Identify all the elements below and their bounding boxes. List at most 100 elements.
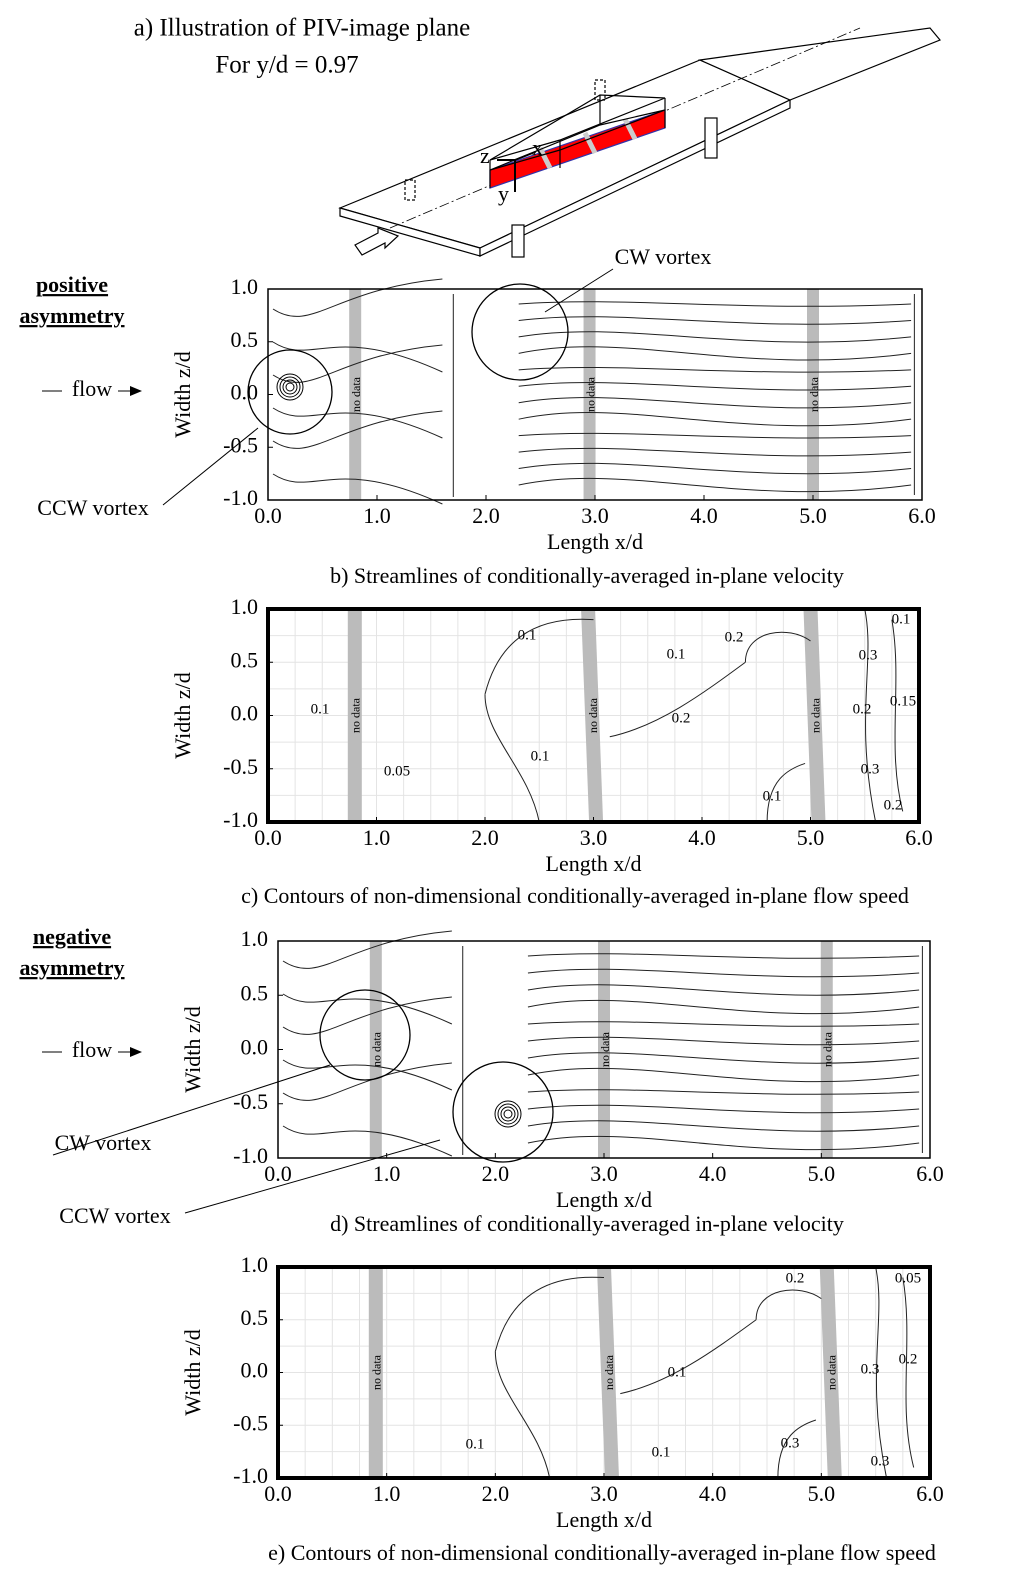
streamline [527, 999, 920, 1015]
contour-line [777, 1419, 817, 1479]
x-tick-label: 0.0 [264, 1161, 292, 1186]
x-tick-label: 1.0 [373, 1161, 401, 1186]
vortex-core [500, 1106, 516, 1122]
contour-label: 0.1 [652, 1444, 671, 1460]
vortex-circle [247, 349, 333, 435]
contour-line [620, 1319, 757, 1395]
vortex-core [285, 382, 295, 392]
streamline [527, 1021, 920, 1027]
no-data-label: no data [586, 697, 600, 733]
no-data-label: no data [370, 1031, 384, 1067]
caption: c) Contours of non-dimensional condition… [241, 883, 909, 908]
no-data-band [803, 609, 826, 822]
streamline [282, 996, 452, 1035]
contour-line [902, 1277, 915, 1468]
streamline [282, 1125, 453, 1157]
no-data-label: no data [370, 1354, 384, 1390]
contour-label: 0.05 [895, 1270, 921, 1286]
panel-a-subtitle: For y/d = 0.97 [215, 52, 358, 79]
streamline [282, 993, 453, 1025]
vortex-core [494, 1100, 522, 1128]
panel-a-title: a) Illustration of PIV-image plane [134, 15, 471, 42]
contour-label: 0.3 [859, 647, 878, 663]
no-data-label: no data [598, 1031, 612, 1067]
group-label: asymmetry [19, 303, 124, 328]
contour-line [875, 1266, 888, 1479]
no-data-band [368, 1267, 383, 1478]
y-tick-label: -1.0 [223, 485, 258, 510]
streamline [518, 462, 912, 475]
y-tick-label: 0.5 [241, 980, 269, 1005]
flow-label: flow [72, 376, 112, 401]
x-tick-label: 3.0 [590, 1161, 618, 1186]
x-tick-label: 0.0 [264, 1481, 292, 1506]
streamline [272, 473, 443, 505]
streamline [272, 410, 443, 449]
leader-line [52, 1064, 331, 1156]
group-label: positive [36, 272, 108, 297]
group-label: asymmetry [19, 955, 124, 980]
x-tick-label: 1.0 [363, 503, 391, 528]
axis-name: x [532, 135, 543, 160]
streamline [527, 1120, 920, 1132]
streamline [518, 331, 912, 343]
x-tick-label: 6.0 [908, 503, 936, 528]
streamline [518, 346, 912, 361]
streamline [282, 1062, 452, 1101]
contour-line [766, 762, 806, 823]
streamline [527, 1135, 920, 1151]
contour-line [609, 661, 746, 738]
vortex-circle [471, 283, 569, 381]
streamline [282, 930, 452, 969]
contour-label: 0.1 [668, 1364, 687, 1380]
streamline [518, 367, 912, 373]
contour-label: 0.3 [871, 1453, 890, 1469]
x-tick-label: 6.0 [905, 825, 933, 850]
y-tick-label: 0.5 [241, 1305, 269, 1330]
no-data-band [583, 289, 596, 500]
y-tick-label: 0.5 [231, 647, 259, 672]
x-tick-label: 1.0 [363, 825, 391, 850]
x-tick-label: 4.0 [699, 1481, 727, 1506]
no-data-label: no data [825, 1354, 839, 1390]
x-tick-label: 2.0 [482, 1481, 510, 1506]
x-axis-label: Length x/d [546, 851, 642, 876]
axis-name: y [498, 181, 509, 206]
vortex-core [497, 1103, 519, 1125]
vortex-circle [452, 1061, 554, 1163]
x-tick-label: 2.0 [482, 1161, 510, 1186]
no-data-band [347, 609, 362, 822]
x-tick-label: 4.0 [690, 503, 718, 528]
leader-line [162, 427, 259, 506]
no-data-label: no data [349, 376, 363, 412]
y-tick-label: 0.5 [231, 327, 259, 352]
contour-label: 0.3 [781, 1435, 800, 1451]
x-tick-label: 3.0 [581, 503, 609, 528]
group-label: negative [33, 924, 111, 949]
no-data-band [598, 941, 610, 1158]
caption: e) Contours of non-dimensional condition… [268, 1540, 936, 1565]
x-tick-label: 4.0 [688, 825, 716, 850]
streamline [527, 1052, 920, 1064]
x-tick-label: 5.0 [797, 825, 825, 850]
vortex-core [276, 373, 304, 401]
streamline [527, 968, 920, 978]
vortex-core [503, 1109, 513, 1119]
no-data-band [369, 941, 382, 1158]
x-tick-label: 4.0 [699, 1161, 727, 1186]
streamline [527, 953, 920, 959]
contour-label: 0.2 [899, 1351, 918, 1367]
annotation: CW vortex [615, 244, 712, 269]
no-data-band [597, 1267, 619, 1478]
leader-line [184, 1139, 441, 1214]
x-tick-label: 6.0 [916, 1161, 944, 1186]
y-tick-label: 1.0 [241, 926, 269, 951]
y-tick-label: 0.0 [231, 380, 259, 405]
streamline [272, 407, 443, 439]
y-tick-label: 0.0 [241, 1358, 269, 1383]
flow-label: flow [72, 1037, 112, 1062]
streamline [527, 984, 920, 996]
x-tick-label: 5.0 [808, 1481, 836, 1506]
y-tick-label: 1.0 [241, 1252, 269, 1277]
